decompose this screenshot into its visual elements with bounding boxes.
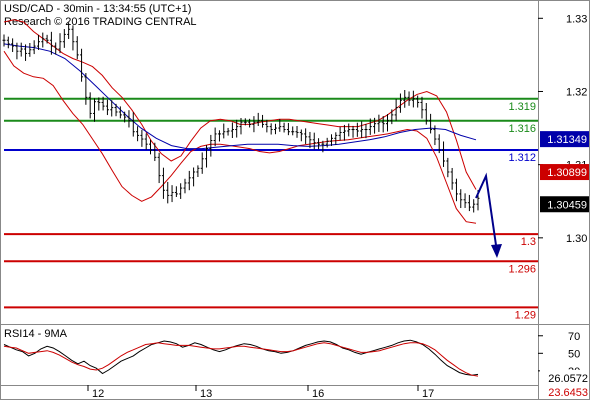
forecast-arrow xyxy=(475,172,502,258)
moving-average-line xyxy=(3,43,477,150)
price-badge-0: 1.31349 xyxy=(547,134,587,146)
time-tick-label-3: 17 xyxy=(422,388,434,400)
rsi-line xyxy=(3,339,479,376)
forecast-arrow-line xyxy=(475,172,498,253)
time-axis: 12 13 16 17 xyxy=(87,385,434,400)
rsi-badge-bg-1 xyxy=(540,384,589,399)
price-badges: 1.31349 1.30899 1.30459 xyxy=(540,131,589,213)
price-tick-label-1: 1.32 xyxy=(566,86,587,98)
time-tick-label-2: 16 xyxy=(312,388,324,400)
price-tick-label-3: 1.30 xyxy=(566,233,587,245)
price-tick-label-0: 1.33 xyxy=(566,13,587,25)
time-tick-label-1: 13 xyxy=(200,388,212,400)
rsi-tick-label-1: 50 xyxy=(568,348,580,360)
rsi-title: RSI14 - 9MA xyxy=(4,328,68,340)
candles-group xyxy=(2,22,480,213)
level-label-2: 1.312 xyxy=(508,152,536,164)
rsi-tick-label-0: 70 xyxy=(568,331,580,343)
rsi-badge-1: 23.6453 xyxy=(548,387,588,399)
level-label-4: 1.296 xyxy=(508,263,536,275)
chart-title: USD/CAD - 30min - 13:34:55 (UTC+1) xyxy=(4,3,191,15)
level-label-5: 1.29 xyxy=(515,309,536,321)
time-tick-label-0: 12 xyxy=(92,388,104,400)
rsi-badge-bg-0 xyxy=(540,370,589,385)
level-label-0: 1.319 xyxy=(508,101,536,113)
price-badge-bg-0 xyxy=(540,131,589,148)
level-label-1: 1.316 xyxy=(508,123,536,135)
forecast-arrow-head xyxy=(491,244,502,258)
price-badge-bg-2 xyxy=(540,196,589,213)
price-badge-2: 1.30459 xyxy=(547,199,587,211)
price-badge-1: 1.30899 xyxy=(547,167,587,179)
price-badge-bg-1 xyxy=(540,164,589,181)
level-label-3: 1.3 xyxy=(521,236,536,248)
rsi-badge-0: 26.0572 xyxy=(548,373,588,385)
chart-copyright: Research © 2016 TRADING CENTRAL xyxy=(4,16,197,28)
bollinger-lower xyxy=(3,50,477,224)
rsi-ma-line xyxy=(3,342,479,377)
